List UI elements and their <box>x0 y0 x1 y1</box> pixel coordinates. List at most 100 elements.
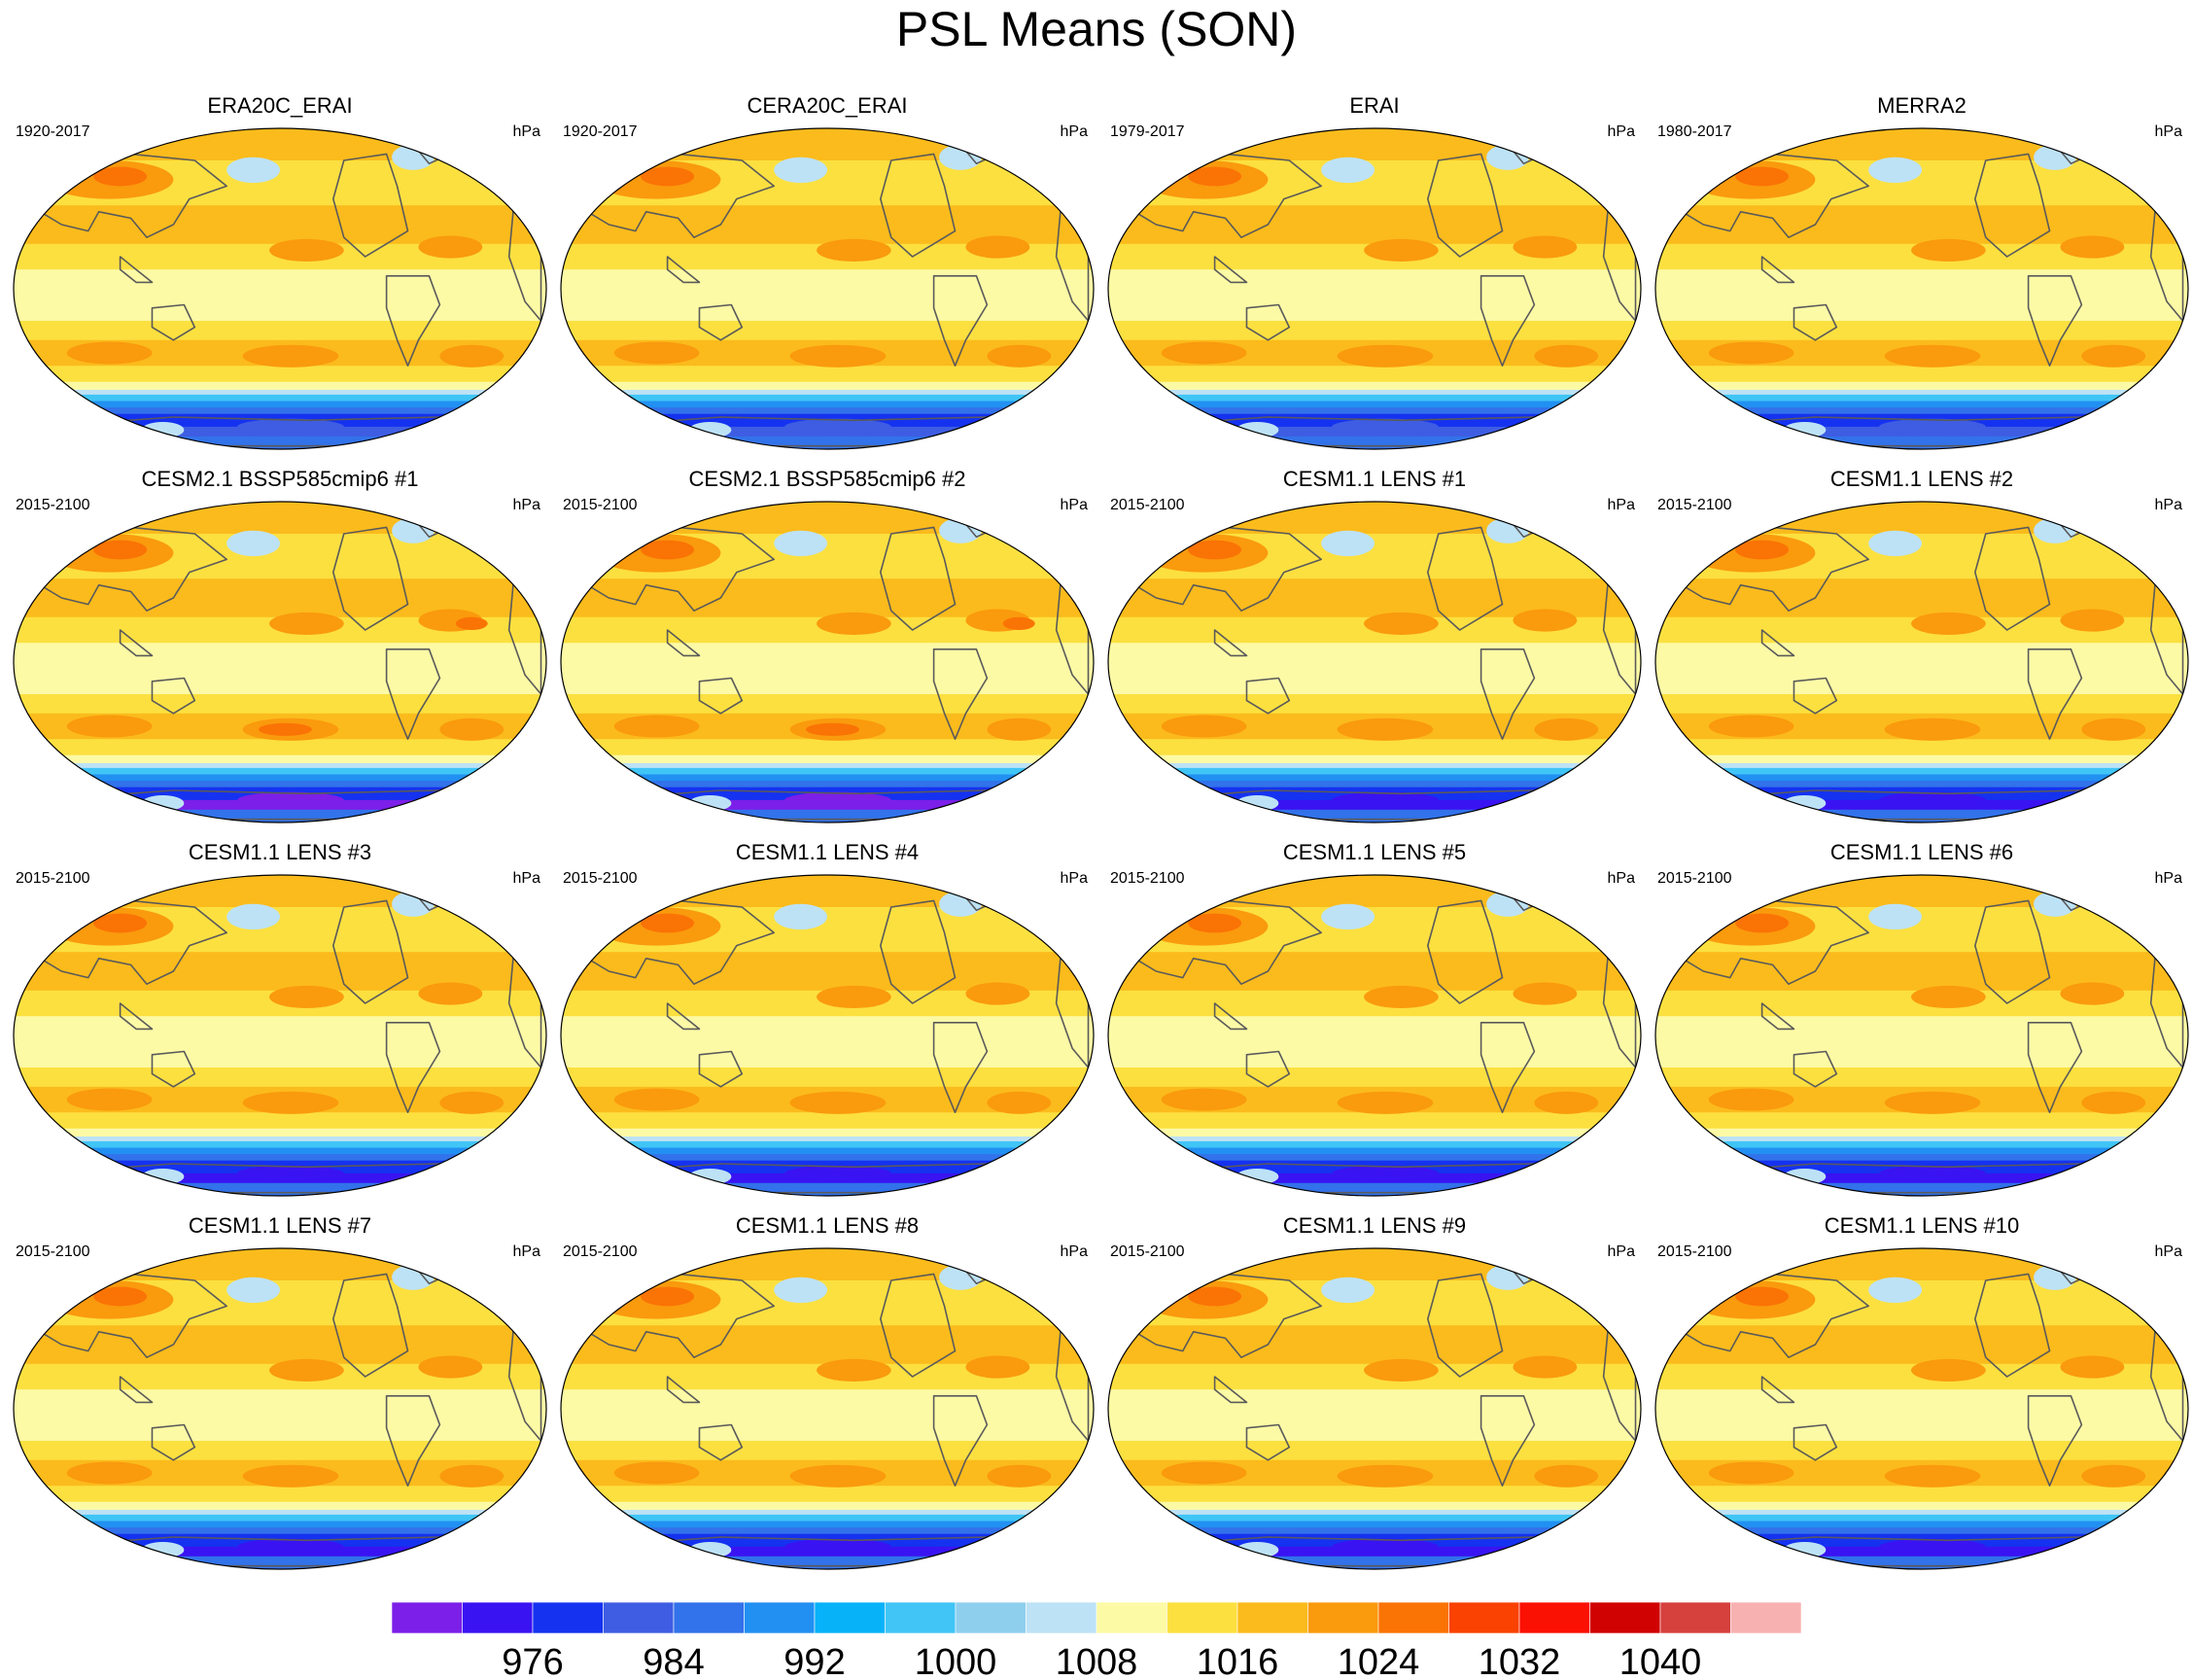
panel-title: CESM1.1 LENS #10 <box>1824 1213 2020 1238</box>
map-panel: MERRA2 1980-2017 hPa <box>1650 93 2193 463</box>
panel-period: 2015-2100 <box>563 870 638 887</box>
map-panel: CESM2.1 BSSP585cmip6 #2 2015-2100 hPa <box>555 467 1099 836</box>
panel-title: CESM2.1 BSSP585cmip6 #1 <box>141 467 419 491</box>
map-panel: CESM2.1 BSSP585cmip6 #1 2015-2100 hPa <box>8 467 552 836</box>
psl-map <box>1654 874 2189 1197</box>
colorbar-swatch <box>603 1601 675 1634</box>
panel-title: CESM2.1 BSSP585cmip6 #2 <box>688 467 966 491</box>
panel-title: MERRA2 <box>1877 93 1967 118</box>
colorbar-tick-label: 1016 <box>1197 1642 1279 1680</box>
psl-map <box>13 501 547 823</box>
colorbar-swatch <box>532 1601 604 1634</box>
psl-map <box>560 127 1095 450</box>
colorbar-swatch <box>1096 1601 1167 1634</box>
panel-title: CESM1.1 LENS #7 <box>188 1213 372 1238</box>
map-panel: CESM1.1 LENS #1 2015-2100 hPa <box>1102 467 1647 836</box>
colorbar-swatch <box>1589 1601 1661 1634</box>
panel-period: 1920-2017 <box>563 123 638 140</box>
panel-title: ERAI <box>1349 93 1400 118</box>
colorbar-swatch <box>1166 1601 1238 1634</box>
colorbar-swatch <box>1518 1601 1590 1634</box>
colorbar-swatch <box>744 1601 816 1634</box>
colorbar-swatch <box>1026 1601 1097 1634</box>
colorbar-tick-label: 1032 <box>1479 1642 1561 1680</box>
panel-period: 2015-2100 <box>1657 1243 1732 1260</box>
panel-units: hPa <box>2154 123 2182 140</box>
colorbar-swatch <box>1659 1601 1731 1634</box>
panel-title: CESM1.1 LENS #6 <box>1829 840 2014 864</box>
colorbar-swatch <box>1377 1601 1449 1634</box>
panel-title: CESM1.1 LENS #9 <box>1282 1213 1467 1238</box>
map-panel: ERAI 1979-2017 hPa <box>1102 93 1647 463</box>
colorbar-tick-label: 1024 <box>1338 1642 1420 1680</box>
psl-map <box>1107 1247 1642 1570</box>
psl-map <box>1654 501 2189 823</box>
panel-period: 2015-2100 <box>16 497 90 513</box>
panel-title: CESM1.1 LENS #4 <box>735 840 920 864</box>
panel-units: hPa <box>1060 123 1088 140</box>
colorbar-swatch <box>885 1601 957 1634</box>
panel-period: 1979-2017 <box>1110 123 1185 140</box>
psl-map <box>560 874 1095 1197</box>
panel-period: 2015-2100 <box>563 497 638 513</box>
panel-period: 1980-2017 <box>1657 123 1732 140</box>
panel-units: hPa <box>512 870 540 887</box>
psl-map <box>1107 127 1642 450</box>
psl-map <box>1107 501 1642 823</box>
colorbar-swatch <box>1307 1601 1379 1634</box>
panel-title: CESM1.1 LENS #1 <box>1282 467 1467 491</box>
psl-map <box>1107 874 1642 1197</box>
panel-units: hPa <box>1060 870 1088 887</box>
panel-title: CESM1.1 LENS #5 <box>1282 840 1467 864</box>
panel-title: ERA20C_ERAI <box>207 93 353 118</box>
map-panel: CESM1.1 LENS #10 2015-2100 hPa <box>1650 1213 2193 1583</box>
panel-period: 2015-2100 <box>1657 497 1732 513</box>
colorbar-swatch <box>1448 1601 1520 1634</box>
panel-title: CESM1.1 LENS #3 <box>188 840 372 864</box>
panel-period: 2015-2100 <box>1110 497 1185 513</box>
panel-units: hPa <box>2154 870 2182 887</box>
colorbar-swatch <box>1236 1601 1308 1634</box>
psl-map <box>13 874 547 1197</box>
panel-units: hPa <box>1607 870 1635 887</box>
colorbar-tick-label: 1008 <box>1056 1642 1138 1680</box>
colorbar: 976 984 992 1000 1008 1016 1024 1032 1040 <box>391 1601 1802 1680</box>
psl-map <box>560 501 1095 823</box>
colorbar-tick-label: 1000 <box>915 1642 997 1680</box>
colorbar-tick-label: 1040 <box>1619 1642 1702 1680</box>
panel-units: hPa <box>1607 1243 1635 1260</box>
map-panel: CERA20C_ERAI 1920-2017 hPa <box>555 93 1099 463</box>
map-panel: CESM1.1 LENS #6 2015-2100 hPa <box>1650 840 2193 1209</box>
colorbar-swatch <box>673 1601 745 1634</box>
panel-period: 2015-2100 <box>16 1243 90 1260</box>
colorbar-tick-label: 976 <box>502 1642 563 1680</box>
colorbar-swatch <box>1730 1601 1802 1634</box>
colorbar-tick-label: 992 <box>783 1642 845 1680</box>
panel-units: hPa <box>1060 497 1088 513</box>
panel-units: hPa <box>512 1243 540 1260</box>
colorbar-swatch <box>462 1601 534 1634</box>
panel-title: CESM1.1 LENS #2 <box>1829 467 2014 491</box>
psl-map <box>1654 127 2189 450</box>
psl-map <box>13 127 547 450</box>
panel-units: hPa <box>512 123 540 140</box>
main-title: PSL Means (SON) <box>895 2 1298 56</box>
colorbar-swatch <box>814 1601 886 1634</box>
panel-period: 2015-2100 <box>16 870 90 887</box>
psl-map <box>13 1247 547 1570</box>
panel-period: 1920-2017 <box>16 123 90 140</box>
panel-period: 2015-2100 <box>1110 1243 1185 1260</box>
map-panel: CESM1.1 LENS #2 2015-2100 hPa <box>1650 467 2193 836</box>
map-panel: CESM1.1 LENS #5 2015-2100 hPa <box>1102 840 1647 1209</box>
panel-title: CERA20C_ERAI <box>747 93 908 118</box>
map-panel: CESM1.1 LENS #4 2015-2100 hPa <box>555 840 1099 1209</box>
psl-map <box>560 1247 1095 1570</box>
panel-units: hPa <box>2154 497 2182 513</box>
colorbar-tick-label: 984 <box>643 1642 704 1680</box>
panel-title: CESM1.1 LENS #8 <box>735 1213 920 1238</box>
panel-units: hPa <box>1607 497 1635 513</box>
panel-units: hPa <box>1060 1243 1088 1260</box>
map-panel: ERA20C_ERAI 1920-2017 hPa <box>8 93 552 463</box>
panel-period: 2015-2100 <box>563 1243 638 1260</box>
panel-units: hPa <box>512 497 540 513</box>
